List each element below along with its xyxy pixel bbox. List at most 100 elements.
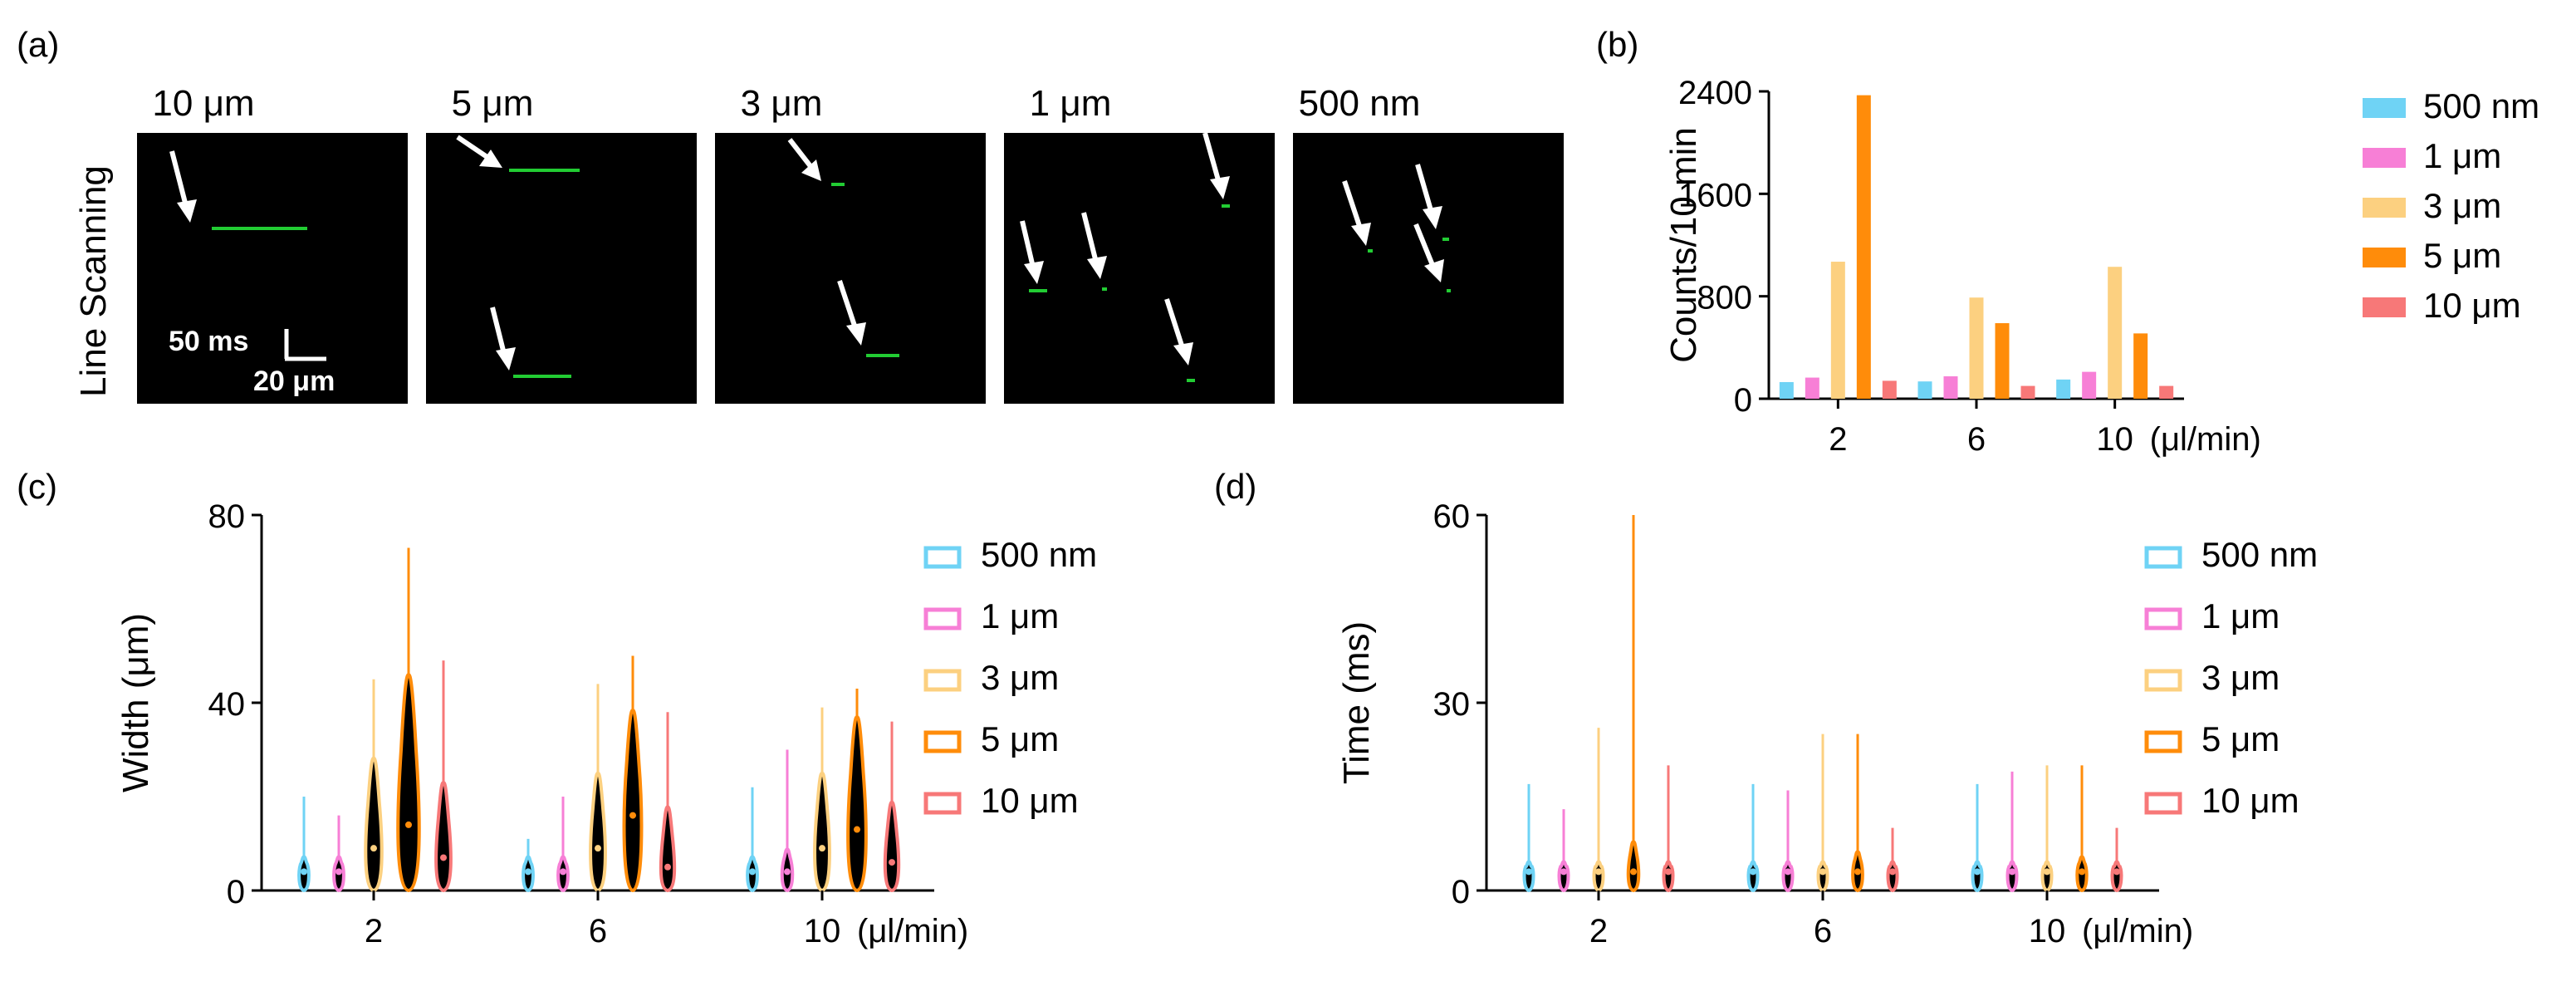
legend-label: 10 μm [2201,781,2299,820]
violin-median [854,826,860,833]
x-tick-label: 6 [589,913,607,949]
legend-label: 1 μm [2423,136,2501,175]
arrow-icon [1202,132,1230,199]
bar [2108,267,2123,399]
bar [1779,381,1794,399]
y-tick-label: 0 [227,874,245,910]
legend-label: 500 nm [981,535,1097,574]
violin-body [1746,860,1760,893]
arrow-icon [1164,298,1193,365]
panel-b-label: (b) [1596,25,1639,64]
violin-body [1662,860,1675,893]
arrow-icon [169,150,197,223]
arrow-icon [1415,164,1442,229]
micrograph-3um-drawing [787,138,899,357]
legend-swatch [923,792,962,815]
y-tick-label: 80 [208,498,246,535]
legend-label: 10 μm [2423,286,2521,325]
violin-body [589,771,607,893]
arrow-icon [837,280,866,346]
image-title-1um: 1 μm [1029,83,1112,124]
violin-median [2009,868,2015,876]
bar [2056,379,2071,399]
violin-body [813,771,831,893]
violin-median [1595,868,1602,876]
violin-median [370,845,377,852]
violin-body [1592,860,1605,893]
micrograph-1um-drawing [1020,132,1230,382]
scale-length-label: 20 μm [253,365,335,397]
arrow-icon [787,138,821,181]
legend-label: 5 μm [981,719,1059,758]
legend-swatch [2144,607,2182,630]
legend-swatch [2363,98,2406,118]
y-tick-label: 1600 [1678,177,1752,213]
arrow-icon [1342,180,1371,246]
image-title-5um: 5 μm [451,83,534,124]
legend-swatch [923,669,962,692]
violin-body [2110,860,2123,893]
y-tick-label: 0 [1734,382,1752,419]
bar [2020,385,2035,399]
violin-body [2005,860,2019,893]
micrograph-3um [715,133,986,404]
bar [1917,381,1932,399]
violin-chart-time: 0 30 60 Time (ms) 2 6 10 (μl/min) 500 nm 1 μm 3 μm… [1336,498,2318,949]
micrograph-1um [1004,132,1275,404]
legend-swatch [2363,297,2406,317]
violin-median [1665,868,1672,876]
x-tick-label: 2 [1589,913,1608,949]
legend-swatch [923,607,962,630]
legend-label: 500 nm [2423,86,2539,125]
y-tick-label: 2400 [1678,75,1752,111]
x-tick-label: 6 [1814,913,1832,949]
violin-body [434,781,453,893]
arrow-icon [490,307,516,370]
bar [2082,371,2097,399]
violin-median [819,845,825,852]
bar [1969,297,1984,399]
panel-c-label: (c) [17,467,57,506]
image-title-500nm: 500 nm [1298,83,1421,124]
violin-body [1626,840,1641,893]
y-tick-label: 0 [1452,874,1470,910]
y-tick-label: 60 [1433,498,1471,535]
violin-median [629,812,636,819]
violin-body [1557,860,1570,893]
legend-label: 5 μm [2201,719,2280,758]
violin-body [364,756,384,893]
legend-swatch [2363,148,2406,168]
bar [1882,380,1897,399]
violin-median [560,868,566,876]
violin-body [883,800,901,893]
arrow-icon [1020,220,1044,284]
bar [1856,95,1871,399]
legend-label: 3 μm [2423,186,2501,225]
x-tick-label: 2 [1829,421,1847,458]
x-unit-label: (μl/min) [857,913,968,949]
legend-swatch [2363,248,2406,267]
violin-median [1854,868,1861,876]
arrow-icon [1413,223,1444,282]
violin-median [1819,868,1826,876]
micrograph-5um [426,133,697,404]
legend-swatch [2144,546,2182,569]
micrograph-500nm-drawing [1342,164,1451,292]
violin-median [2044,868,2050,876]
arrow-icon [1081,212,1107,279]
violin-median [889,859,895,866]
legend-swatch [2144,792,2182,815]
legend-label: 3 μm [2201,658,2280,697]
violin-body [1886,860,1899,893]
y-tick-label: 30 [1433,686,1471,723]
row-label: Line Scanning [73,165,114,397]
legend-label: 500 nm [2201,535,2318,574]
x-tick-label: 2 [365,913,383,949]
violin-chart-width: 0 40 80 Width (μm) 2 6 10 (μl/min) 500 nm 1 μm 3 μ… [115,498,1097,949]
violin-body [846,714,868,893]
micrograph-10um-drawing [169,150,307,230]
bar [1943,376,1958,399]
violin-body [2040,860,2054,893]
legend-swatch [923,546,962,569]
legend-swatch [923,730,962,753]
